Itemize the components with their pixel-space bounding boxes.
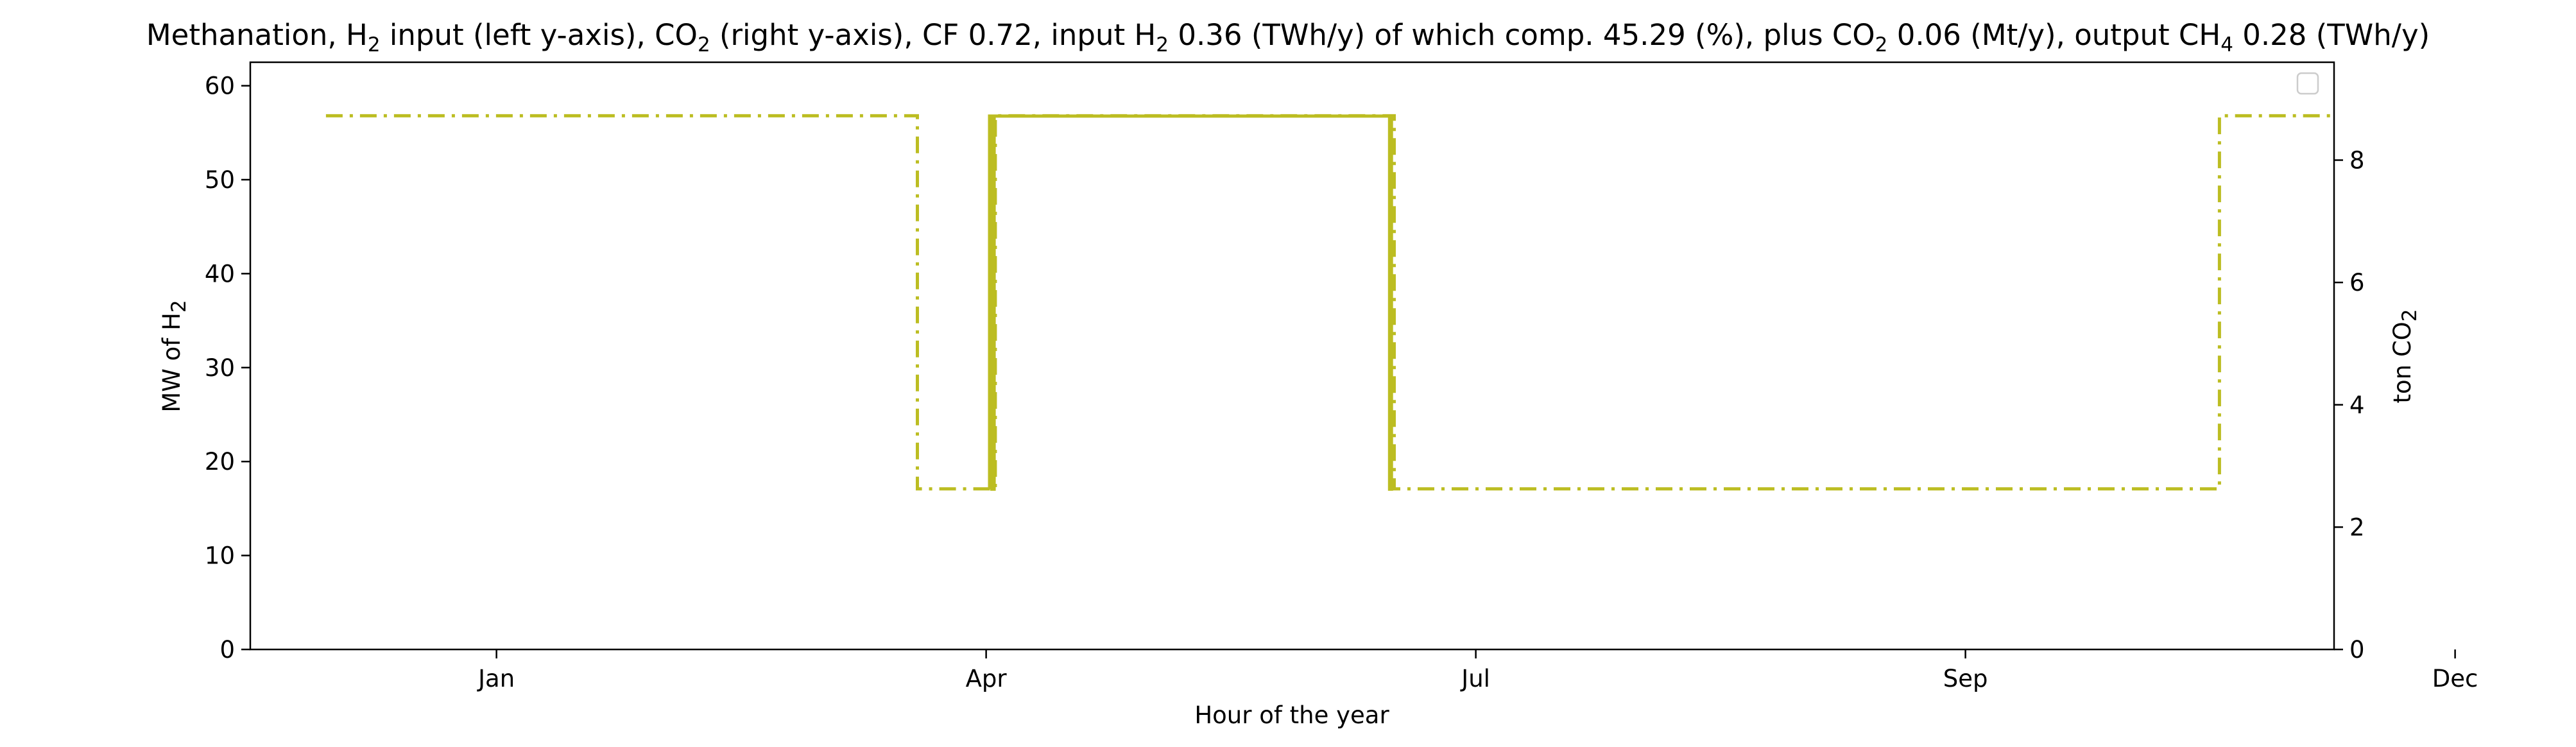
x-tick-label: Sep (1943, 665, 1988, 692)
right-y-tick-label: 4 (2349, 391, 2365, 419)
left-y-axis-label: MW of H2 (158, 300, 191, 412)
left-y-tick-label: 40 (205, 260, 235, 288)
left-y-tick-label: 30 (205, 354, 235, 382)
left-y-tick-label: 50 (205, 166, 235, 194)
left-y-tick-label: 10 (205, 542, 235, 570)
x-axis-ticks: Jan Apr Jul Sep Dec (477, 649, 2478, 692)
right-y-axis-ticks: 0 2 4 6 8 (2334, 147, 2365, 664)
right-y-tick-label: 0 (2349, 636, 2365, 664)
series-line-2-right (988, 114, 1393, 491)
chart-title: Methanation, H2 input (left y-axis), CO2… (146, 18, 2430, 56)
series-line-1-left (325, 114, 2334, 491)
plot-frame (249, 61, 2335, 651)
left-y-tick-label: 0 (219, 636, 235, 664)
right-y-tick-label: 2 (2349, 513, 2365, 541)
plot-series (325, 114, 2334, 491)
legend-box (2296, 72, 2319, 95)
right-y-tick-label: 6 (2349, 269, 2365, 296)
x-tick-label: Jan (477, 665, 515, 692)
left-y-tick-label: 20 (205, 448, 235, 476)
x-tick-label: Jul (1460, 665, 1490, 692)
x-tick-label: Apr (966, 665, 1008, 692)
left-y-axis-ticks: 0 10 20 30 40 50 60 (205, 73, 250, 664)
right-y-tick-label: 8 (2349, 147, 2365, 175)
x-tick-label: Dec (2432, 665, 2478, 692)
x-axis-label: Hour of the year (1194, 701, 1389, 729)
left-y-tick-label: 60 (205, 73, 235, 100)
right-y-axis-label: ton CO2 (2389, 309, 2421, 403)
